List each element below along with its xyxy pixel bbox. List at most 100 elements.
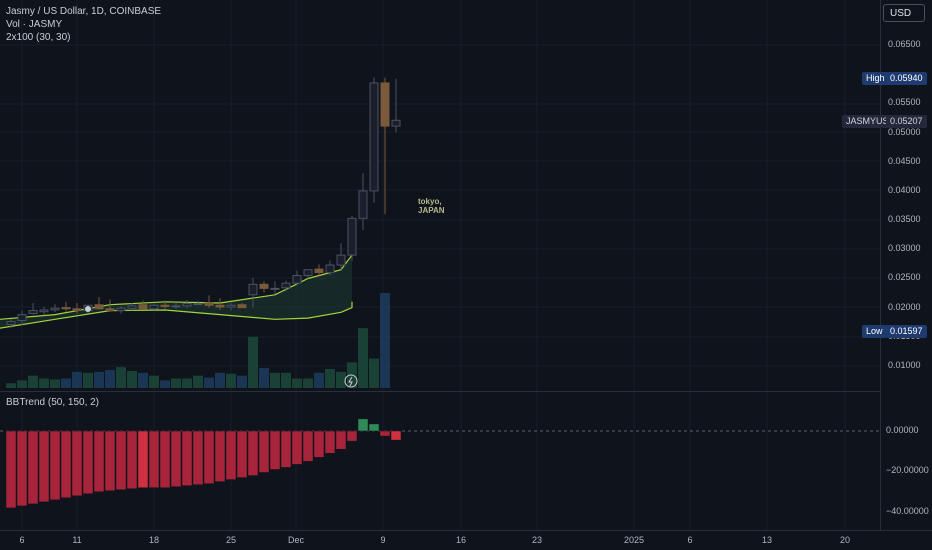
bbtrend-bar [16, 430, 28, 507]
lightning-bolt [348, 376, 353, 387]
candle-body [237, 304, 247, 309]
price-tick: 0.06500 [888, 39, 921, 49]
price-tick: 0.05000 [888, 126, 921, 137]
candle-body [204, 302, 214, 306]
bbtrend-bar [269, 430, 281, 470]
time-tick: 6 [687, 535, 693, 545]
volume-bar [182, 378, 192, 388]
high-label-tag: High [862, 72, 889, 85]
bbtrend-bar [60, 430, 72, 499]
bbtrend-bar [302, 430, 314, 462]
volume-bar [314, 372, 324, 388]
volume-bar [149, 375, 159, 388]
candle-body [6, 321, 16, 326]
price-tick: 0.01000 [888, 360, 921, 370]
bbtrend-bar [390, 430, 402, 441]
bbtrend-bar [82, 430, 94, 495]
bbtrend-bar [5, 430, 17, 509]
candle-body [248, 283, 258, 296]
bbtrend-legend[interactable]: BBTrend (50, 150, 2) [6, 397, 100, 408]
candle-body [28, 310, 38, 314]
high-value-tag: 0.05940 [886, 72, 927, 85]
volume-bar [17, 380, 27, 388]
volume-bar [215, 372, 225, 388]
candle-body [39, 309, 49, 313]
bbtrend-bar [324, 430, 336, 454]
bbtrend-bar [225, 430, 237, 480]
bbtrend-tick: −20.00000 [886, 465, 929, 475]
candle-body [160, 304, 170, 307]
volume-bar [83, 372, 93, 388]
volume-bar [61, 378, 71, 388]
volume-bar [39, 378, 49, 388]
candle-body [116, 307, 126, 312]
volume-bar [127, 370, 137, 388]
volume-bar [171, 378, 181, 388]
time-tick: 20 [839, 535, 851, 545]
bbtrend-bar [291, 430, 303, 465]
candle-body [325, 264, 335, 274]
candle-body [270, 287, 280, 290]
time-tick: 6 [19, 535, 25, 545]
price-tick: 0.04500 [888, 155, 921, 166]
candle-body [171, 305, 181, 308]
currency-button[interactable]: USD [883, 4, 925, 22]
volume-bar [336, 371, 346, 388]
band-indicator [0, 223, 353, 329]
bbtrend-tick: −40.00000 [886, 506, 929, 516]
bbtrend-bar [126, 430, 138, 489]
volume-bar [380, 293, 390, 388]
pane-separator[interactable] [0, 391, 880, 392]
band-upper-line [0, 223, 353, 320]
last-price-tag: 0.05207 [886, 115, 927, 128]
volume-bar [6, 383, 16, 388]
volume-bar [193, 375, 203, 388]
symbol-title[interactable]: Jasmy / US Dollar, 1D, COINBASE [6, 6, 162, 17]
bbtrend-bar [247, 430, 259, 476]
bbtrend-bar [38, 430, 50, 503]
volume-bar [292, 378, 302, 388]
candle-body [182, 303, 192, 307]
price-tick: 0.03000 [888, 243, 921, 254]
indicator-legend[interactable]: 2x100 (30, 30) [6, 32, 71, 43]
bbtrend-bar [236, 430, 248, 478]
lightning-icon [344, 374, 358, 388]
bbtrend-bar [93, 430, 105, 492]
volume-legend[interactable]: Vol · JASMY [6, 19, 63, 30]
candle-body [94, 304, 104, 310]
time-tick: 25 [225, 535, 237, 545]
bbtrend-bar [170, 430, 182, 487]
price-tick: 0.02500 [888, 272, 921, 283]
bbtrend-bar [258, 430, 270, 473]
candle-body [127, 305, 137, 309]
volume-bar [204, 377, 214, 388]
time-tick: 9 [380, 535, 386, 545]
bbtrend-bar [368, 423, 380, 432]
location-annotation: tokyo, JAPAN [418, 197, 445, 215]
candle-body [50, 307, 60, 311]
time-tick: 2025 [623, 535, 645, 545]
bbtrend-bar [357, 418, 369, 432]
band-lower-line [0, 301, 353, 329]
volume-bar [259, 368, 269, 388]
annotation-country: JAPAN [418, 206, 445, 215]
volume-bar [105, 369, 115, 388]
bbtrend-bar [71, 430, 83, 497]
candle-body [347, 217, 357, 256]
bbtrend-bar [159, 430, 171, 488]
candle-body [61, 307, 71, 310]
candle-body [138, 304, 148, 310]
time-axis-border [0, 530, 932, 531]
bbtrend-bar [49, 430, 61, 501]
candle-body [336, 254, 346, 266]
volume-bar [358, 328, 368, 388]
candle-body [303, 269, 313, 277]
volume-bar [325, 369, 335, 388]
candle-body [215, 304, 225, 308]
candle-body [226, 304, 236, 308]
volume-bar [226, 373, 236, 388]
candle-body [314, 268, 324, 274]
bbtrend-bar [313, 430, 325, 458]
bbtrend-bar [346, 430, 358, 442]
